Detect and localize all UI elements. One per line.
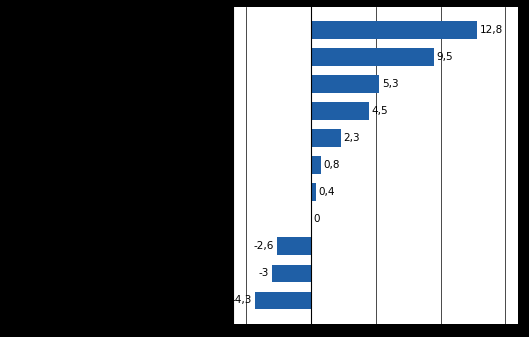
Text: 0: 0 (313, 214, 320, 224)
Bar (311, 102, 369, 120)
Text: -4,3: -4,3 (232, 295, 252, 305)
Bar (311, 129, 341, 147)
Bar (255, 292, 311, 309)
Bar (311, 156, 321, 174)
Text: 9,5: 9,5 (436, 52, 453, 62)
Bar (311, 183, 316, 201)
Text: 0,4: 0,4 (318, 187, 335, 197)
Text: -3: -3 (259, 268, 269, 278)
Text: 4,5: 4,5 (372, 106, 388, 116)
Bar (311, 75, 379, 93)
Text: 2,3: 2,3 (343, 133, 360, 143)
Bar (272, 265, 311, 282)
Bar (311, 21, 477, 39)
Bar (311, 48, 434, 66)
Text: 12,8: 12,8 (479, 25, 503, 35)
Bar (277, 238, 311, 255)
Text: 5,3: 5,3 (382, 79, 399, 89)
Text: 0,8: 0,8 (324, 160, 340, 170)
Text: -2,6: -2,6 (254, 241, 275, 251)
